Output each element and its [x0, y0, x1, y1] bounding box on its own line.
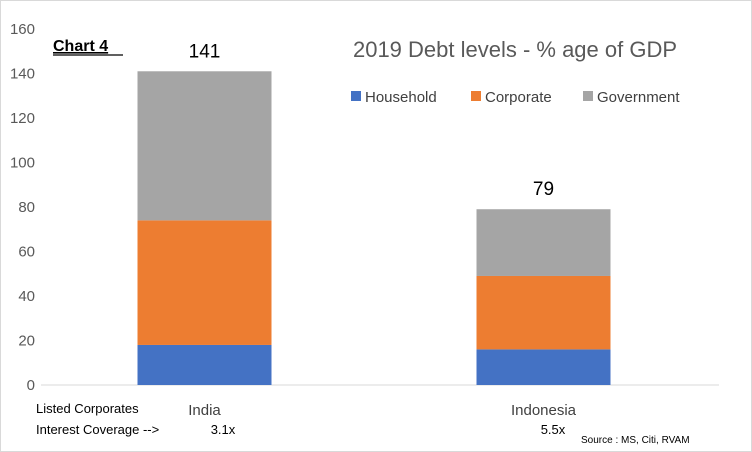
y-tick-label: 100 [10, 155, 35, 172]
total-label-india: 141 [189, 41, 221, 62]
legend: Household Corporate Government [351, 89, 680, 106]
category-labels: India Indonesia [188, 402, 576, 419]
y-tick-label: 40 [18, 288, 35, 305]
listed-corporates-label: Listed Corporates [36, 401, 139, 416]
y-tick-label: 140 [10, 66, 35, 83]
legend-swatch-government [583, 91, 593, 101]
legend-label-household: Household [365, 89, 437, 106]
y-tick-label: 80 [18, 199, 35, 216]
y-tick-label: 0 [27, 377, 35, 394]
chart-title: 2019 Debt levels - % age of GDP [353, 37, 677, 62]
bar-government-indonesia [476, 209, 611, 276]
bar-government-india [137, 71, 272, 221]
y-tick-label: 120 [10, 110, 35, 127]
legend-swatch-corporate [471, 91, 481, 101]
legend-label-corporate: Corporate [485, 89, 552, 106]
category-label-india: India [188, 402, 221, 419]
source-note: Source : MS, Citi, RVAM [581, 435, 690, 446]
interest-coverage-label: Interest Coverage --> [36, 422, 159, 437]
bars [137, 71, 611, 385]
coverage-india: 3.1x [211, 422, 236, 437]
legend-swatch-household [351, 91, 361, 101]
total-labels: 141 79 [189, 41, 554, 200]
bar-corporate-indonesia [476, 275, 611, 350]
legend-label-government: Government [597, 89, 680, 106]
chart-number-label: Chart 4 [53, 38, 108, 55]
y-tick-label: 60 [18, 244, 35, 261]
coverage-indonesia: 5.5x [541, 422, 566, 437]
bar-household-indonesia [476, 349, 611, 385]
y-axis: 0 20 40 60 80 100 120 140 160 [10, 21, 35, 394]
category-label-indonesia: Indonesia [511, 402, 577, 419]
bar-household-india [137, 344, 272, 385]
total-label-indonesia: 79 [533, 179, 554, 200]
y-tick-label: 160 [10, 21, 35, 38]
bar-corporate-india [137, 220, 272, 345]
y-tick-label: 20 [18, 333, 35, 350]
